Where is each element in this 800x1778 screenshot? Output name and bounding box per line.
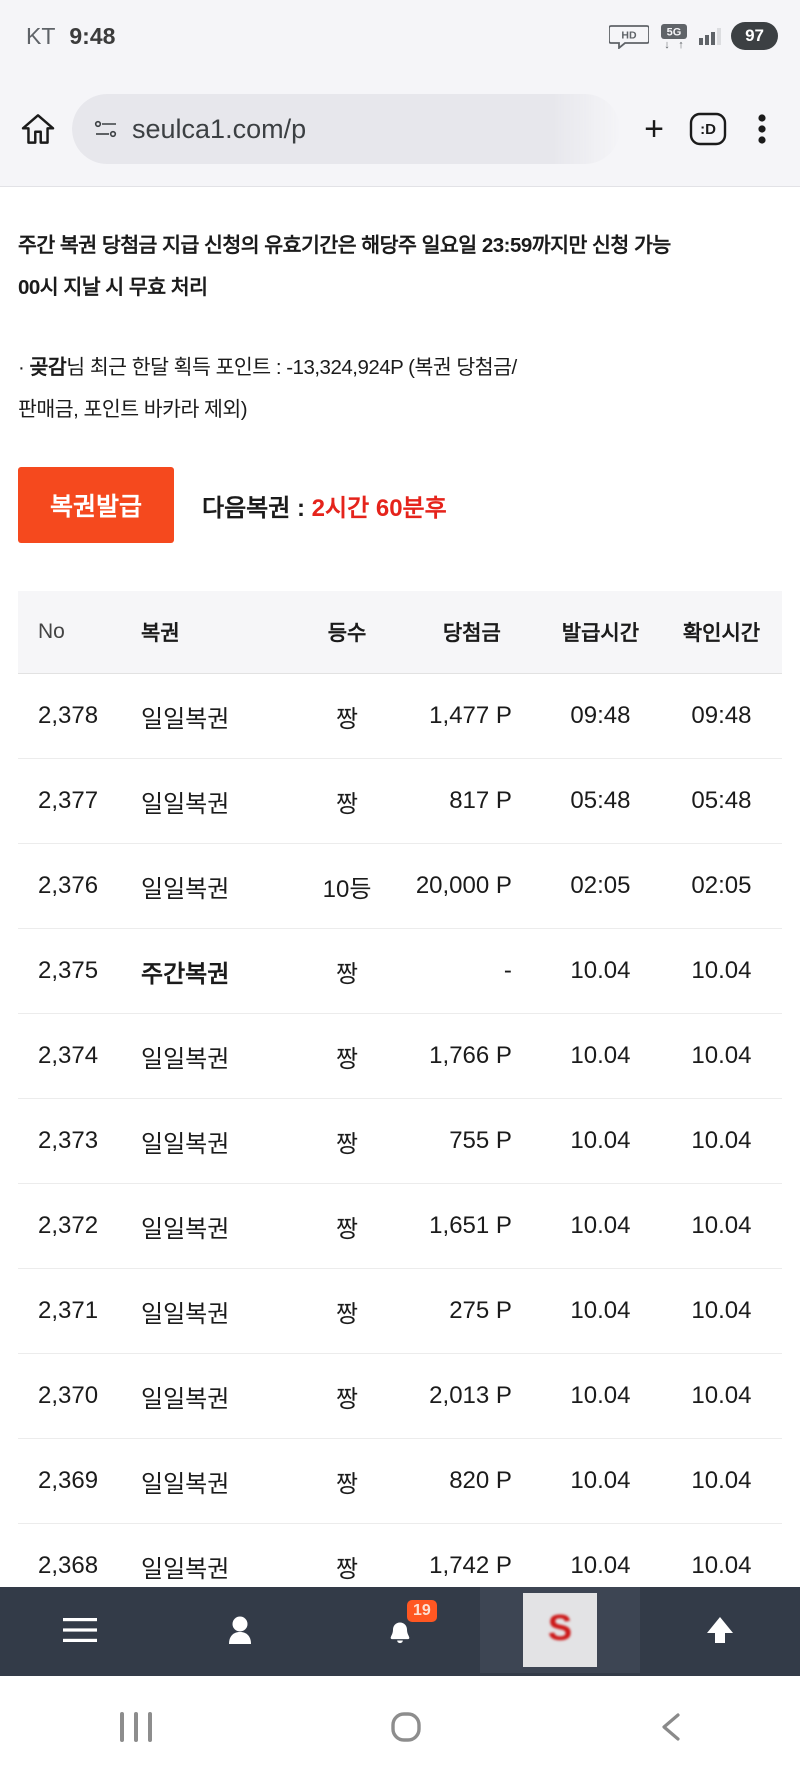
svg-text:↑: ↑ — [678, 39, 684, 49]
svg-text:5G: 5G — [667, 27, 682, 39]
svg-text:↓: ↓ — [664, 39, 670, 49]
svg-text:HD: HD — [621, 30, 637, 42]
svg-text:S: S — [548, 1610, 572, 1648]
svg-text::D: :D — [700, 121, 716, 138]
